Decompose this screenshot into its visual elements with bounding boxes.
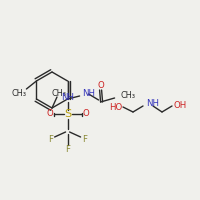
Text: CH₃: CH₃ bbox=[52, 88, 66, 98]
Text: NH: NH bbox=[146, 99, 159, 108]
Text: NH: NH bbox=[61, 92, 74, 102]
Text: O: O bbox=[82, 110, 89, 118]
Text: HO: HO bbox=[109, 102, 122, 112]
Text: CH₃: CH₃ bbox=[121, 92, 136, 100]
Text: OH: OH bbox=[174, 102, 187, 110]
Text: F: F bbox=[48, 134, 53, 144]
Text: CH₃: CH₃ bbox=[12, 90, 27, 98]
Text: NH: NH bbox=[83, 88, 96, 98]
Text: F: F bbox=[65, 144, 70, 154]
Text: F: F bbox=[82, 134, 87, 144]
Text: S: S bbox=[64, 109, 71, 119]
Text: O: O bbox=[46, 110, 53, 118]
Text: O: O bbox=[97, 82, 104, 90]
